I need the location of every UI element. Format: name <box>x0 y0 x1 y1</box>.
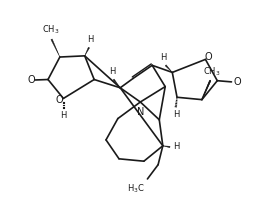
Text: H: H <box>87 35 93 45</box>
Text: H$_3$C: H$_3$C <box>127 183 145 195</box>
Text: N: N <box>137 107 144 117</box>
Text: O: O <box>205 51 212 62</box>
Text: H: H <box>60 111 67 120</box>
Polygon shape <box>202 80 211 100</box>
Polygon shape <box>163 146 170 148</box>
Text: H: H <box>173 143 179 151</box>
Polygon shape <box>85 47 90 56</box>
Text: CH$_3$: CH$_3$ <box>42 24 59 36</box>
Text: CH$_3$: CH$_3$ <box>203 65 220 78</box>
Text: H: H <box>173 109 179 119</box>
Polygon shape <box>51 39 60 57</box>
Text: O: O <box>55 95 63 105</box>
Text: H: H <box>109 68 115 76</box>
Polygon shape <box>113 79 120 88</box>
Text: H: H <box>160 53 167 62</box>
Polygon shape <box>165 65 172 72</box>
Text: O: O <box>233 77 241 87</box>
Text: O: O <box>27 75 35 85</box>
